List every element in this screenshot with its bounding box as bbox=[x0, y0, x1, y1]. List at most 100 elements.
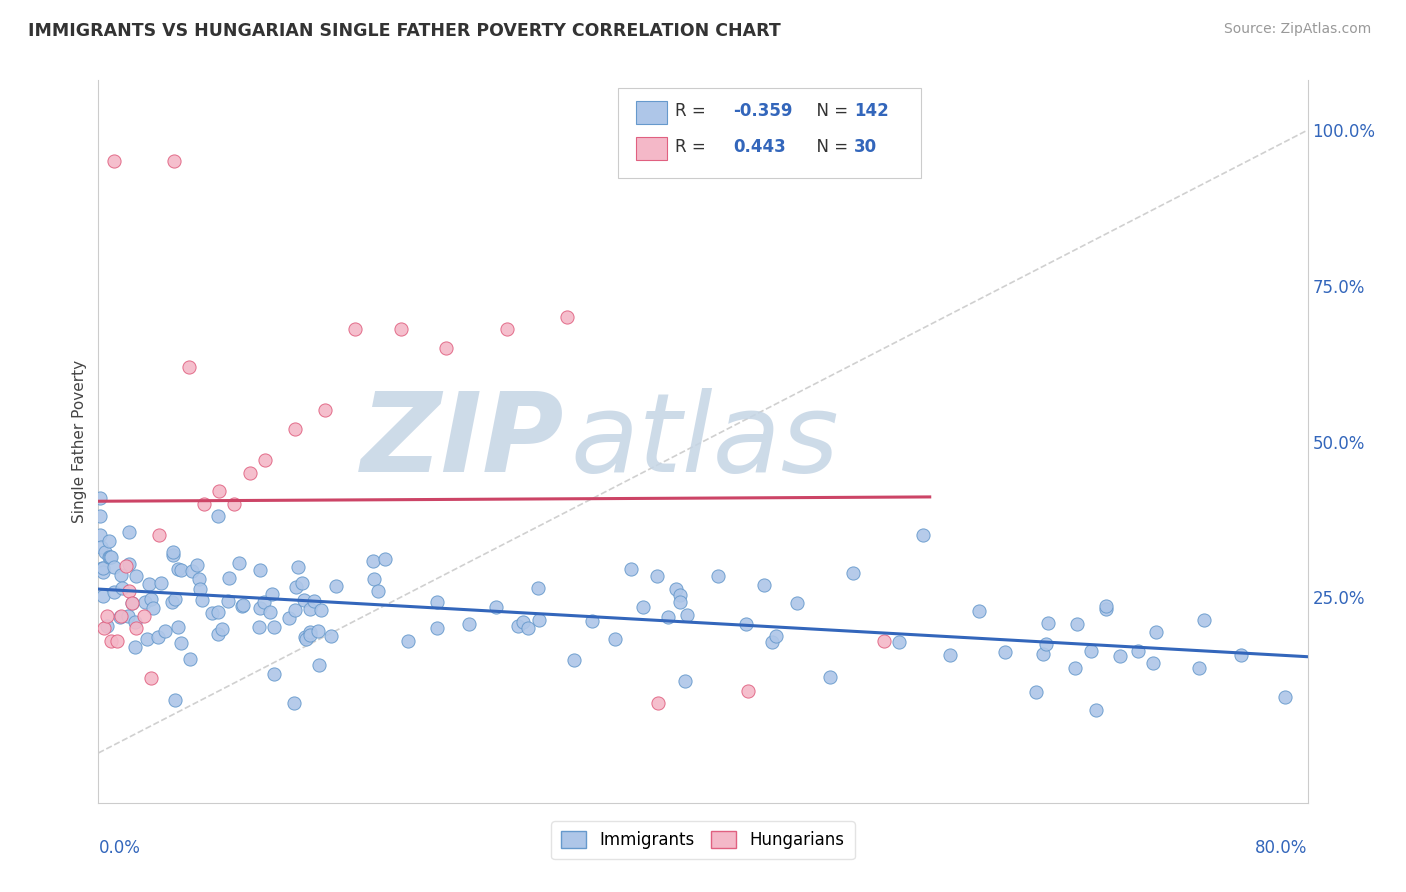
Point bbox=[100, 633, 122, 648]
Point bbox=[207, 627, 229, 641]
Point bbox=[308, 657, 330, 672]
Point bbox=[820, 670, 842, 684]
Point bbox=[91, 566, 114, 580]
Point bbox=[134, 595, 156, 609]
Point bbox=[967, 604, 990, 618]
Point bbox=[110, 609, 132, 624]
Point bbox=[1188, 661, 1211, 675]
Text: 0.443: 0.443 bbox=[734, 138, 786, 156]
Point bbox=[170, 563, 193, 577]
Point bbox=[142, 600, 165, 615]
Point bbox=[1144, 625, 1167, 640]
Point bbox=[162, 548, 184, 562]
Point bbox=[193, 497, 215, 511]
Text: -0.359: -0.359 bbox=[734, 103, 793, 120]
Point bbox=[201, 607, 224, 621]
Point bbox=[307, 624, 329, 639]
Point bbox=[124, 615, 146, 629]
Point bbox=[283, 697, 305, 711]
Y-axis label: Single Father Poverty: Single Father Poverty bbox=[72, 360, 87, 523]
Point bbox=[114, 559, 136, 574]
Point bbox=[253, 453, 276, 467]
Point bbox=[314, 403, 336, 417]
Point bbox=[110, 567, 132, 582]
Point bbox=[89, 528, 111, 542]
Point bbox=[259, 606, 281, 620]
Point bbox=[321, 629, 343, 643]
Point bbox=[485, 599, 508, 614]
Point bbox=[121, 596, 143, 610]
Point bbox=[1109, 648, 1132, 663]
Point bbox=[555, 310, 578, 324]
Point bbox=[1036, 616, 1059, 631]
Point bbox=[118, 584, 141, 599]
Point bbox=[125, 621, 148, 635]
Point bbox=[91, 589, 114, 603]
Point bbox=[138, 577, 160, 591]
Point bbox=[1063, 661, 1085, 675]
Text: R =: R = bbox=[675, 138, 711, 156]
Point bbox=[149, 575, 172, 590]
Point bbox=[284, 603, 307, 617]
Point bbox=[734, 616, 756, 631]
Point bbox=[96, 619, 118, 633]
Point bbox=[160, 595, 183, 609]
Point bbox=[91, 561, 114, 575]
Point bbox=[1094, 602, 1116, 616]
Point bbox=[737, 683, 759, 698]
Point bbox=[224, 497, 246, 511]
Text: atlas: atlas bbox=[569, 388, 838, 495]
Point bbox=[994, 645, 1017, 659]
Point bbox=[526, 581, 548, 595]
Point bbox=[765, 630, 787, 644]
Point bbox=[253, 595, 276, 609]
Point bbox=[1085, 703, 1108, 717]
Point bbox=[162, 545, 184, 559]
Point bbox=[665, 582, 688, 597]
Point bbox=[108, 610, 131, 624]
Point bbox=[163, 154, 186, 169]
Point bbox=[458, 616, 481, 631]
Point bbox=[89, 509, 111, 524]
Point bbox=[298, 602, 321, 616]
Point bbox=[1128, 644, 1150, 658]
Point bbox=[426, 621, 449, 635]
Point bbox=[239, 466, 262, 480]
Point bbox=[163, 592, 186, 607]
Point bbox=[1194, 613, 1216, 627]
Point bbox=[873, 633, 896, 648]
Point bbox=[911, 528, 934, 542]
Point bbox=[668, 588, 690, 602]
Point bbox=[231, 599, 253, 614]
Point bbox=[396, 633, 419, 648]
Point bbox=[121, 597, 143, 611]
Point bbox=[187, 572, 209, 586]
Point bbox=[186, 558, 208, 573]
Text: 30: 30 bbox=[855, 138, 877, 156]
Point bbox=[603, 632, 626, 646]
Point bbox=[363, 572, 385, 586]
Point bbox=[278, 610, 301, 624]
Point bbox=[132, 609, 155, 624]
Point bbox=[98, 549, 121, 564]
Point bbox=[263, 620, 285, 634]
Point bbox=[633, 599, 655, 614]
Point bbox=[939, 648, 962, 663]
Text: 0.0%: 0.0% bbox=[98, 838, 141, 857]
Point bbox=[217, 594, 239, 608]
Point bbox=[165, 693, 187, 707]
Point bbox=[647, 696, 669, 710]
Point bbox=[179, 652, 201, 666]
Point bbox=[1035, 637, 1057, 651]
Point bbox=[295, 632, 318, 647]
Point bbox=[180, 565, 202, 579]
Point bbox=[100, 550, 122, 565]
Point bbox=[232, 598, 254, 612]
Point bbox=[426, 595, 449, 609]
Point bbox=[135, 632, 157, 646]
Point bbox=[91, 561, 114, 575]
Point bbox=[118, 525, 141, 540]
Point bbox=[96, 609, 118, 624]
Point bbox=[1066, 616, 1088, 631]
Text: N =: N = bbox=[806, 103, 853, 120]
